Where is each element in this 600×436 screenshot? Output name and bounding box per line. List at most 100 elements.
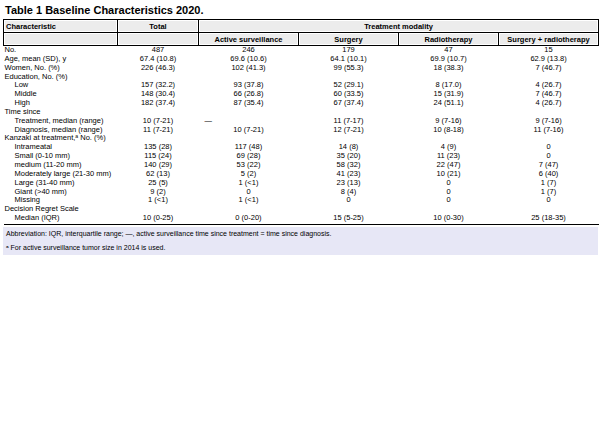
cell: 10 (0-25) (118, 214, 199, 224)
cell: 1 (<1) (199, 196, 299, 205)
table-row: Time since (4, 108, 599, 117)
cell (118, 73, 199, 82)
cell: 10 (8-18) (399, 126, 499, 135)
cell (399, 134, 499, 143)
cell: 6 (40) (499, 170, 599, 179)
cell: 117 (48) (199, 143, 299, 152)
cell: 1 (7) (499, 188, 599, 197)
cell: — (199, 117, 299, 126)
cell: 87 (35.4) (199, 99, 299, 108)
footnote-block: Abbreviation: IQR, interquartile range; … (3, 227, 598, 255)
cell: 9 (2) (118, 188, 199, 197)
cell (118, 108, 199, 117)
cell: 8 (17.0) (399, 81, 499, 90)
cell: 11 (7-21) (118, 126, 199, 135)
cell: 35 (20) (299, 152, 399, 161)
row-label: Decision Regret Scale (4, 205, 118, 214)
table-row: Diagnosis, median (range)11 (7-21)10 (7-… (4, 126, 599, 135)
cell: 0 (399, 179, 499, 188)
cell: 11 (7-16) (499, 126, 599, 135)
table-row: Middle148 (30.4)66 (26.8)60 (33.5)15 (31… (4, 90, 599, 99)
cell: 102 (41.3) (199, 64, 299, 73)
header-total: Total (118, 20, 199, 33)
row-label: Middle (4, 90, 118, 99)
header-modality-active-surveillance: Active surveillance (199, 33, 299, 46)
table-row: Decision Regret Scale (4, 205, 599, 214)
row-label: Missing (4, 196, 118, 205)
cell: 148 (30.4) (118, 90, 199, 99)
cell: 5 (2) (199, 170, 299, 179)
cell (399, 73, 499, 82)
cell: 135 (28) (118, 143, 199, 152)
cell (399, 108, 499, 117)
cell: 53 (22) (199, 161, 299, 170)
cell: 15 (499, 46, 599, 55)
cell: 69.9 (10.7) (399, 55, 499, 64)
table-row: medium (11-20 mm)140 (29)53 (22)58 (32)2… (4, 161, 599, 170)
cell: 9 (7-16) (399, 117, 499, 126)
cell: 93 (37.8) (199, 81, 299, 90)
table-row: Kanzaki at treatment,ᵃ No. (%) (4, 134, 599, 143)
cell (499, 205, 599, 214)
row-label: Moderately large (21-30 mm) (4, 170, 118, 179)
cell: 15 (31.9) (399, 90, 499, 99)
cell: 11 (7-17) (299, 117, 399, 126)
cell: 64.1 (10.1) (299, 55, 399, 64)
row-label: Large (31-40 mm) (4, 179, 118, 188)
row-label: Giant (>40 mm) (4, 188, 118, 197)
cell: 0 (499, 196, 599, 205)
cell: 10 (7-21) (199, 126, 299, 135)
cell: 7 (46.7) (499, 64, 599, 73)
header-characteristic: Characteristic (4, 20, 118, 33)
cell: 4 (26.7) (499, 81, 599, 90)
row-label: medium (11-20 mm) (4, 161, 118, 170)
table-row: Education, No. (%) (4, 73, 599, 82)
row-label: Small (0-10 mm) (4, 152, 118, 161)
table-row: Median (IQR)10 (0-25)0 (0-20)15 (5-25)10… (4, 214, 599, 224)
row-label: Age, mean (SD), y (4, 55, 118, 64)
header-treatment-modality: Treatment modality (199, 20, 599, 33)
cell: 18 (38.3) (399, 64, 499, 73)
baseline-characteristics-table: Characteristic Total Treatment modality … (3, 19, 599, 225)
header-spacer-total (118, 33, 199, 46)
row-label: Diagnosis, median (range) (4, 126, 118, 135)
cell: 60 (33.5) (299, 90, 399, 99)
cell: 157 (32.2) (118, 81, 199, 90)
cell: 10 (21) (399, 170, 499, 179)
cell: 0 (399, 188, 499, 197)
cell (299, 73, 399, 82)
table-row: Intrameatal135 (28)117 (48)14 (8)4 (9)0 (4, 143, 599, 152)
cell: 9 (7-16) (499, 117, 599, 126)
cell: 0 (199, 188, 299, 197)
cell (199, 108, 299, 117)
cell: 0 (499, 143, 599, 152)
cell (118, 205, 199, 214)
cell: 4 (26.7) (499, 99, 599, 108)
cell (199, 205, 299, 214)
cell: 52 (29.1) (299, 81, 399, 90)
abbreviation-note: Abbreviation: IQR, interquartile range; … (6, 230, 595, 238)
row-label: No. (4, 46, 118, 55)
row-label: Education, No. (%) (4, 73, 118, 82)
table-row: Age, mean (SD), y67.4 (10.8)69.6 (10.6)6… (4, 55, 599, 64)
table-row: Women, No. (%)226 (46.3)102 (41.3)99 (55… (4, 64, 599, 73)
cell: 7 (47) (499, 161, 599, 170)
cell: 47 (399, 46, 499, 55)
row-label: Treatment, median (range) (4, 117, 118, 126)
cell: 10 (0-30) (399, 214, 499, 224)
cell: 182 (37.4) (118, 99, 199, 108)
cell: 0 (499, 152, 599, 161)
cell: 67.4 (10.8) (118, 55, 199, 64)
cell: 4 (9) (399, 143, 499, 152)
cell: 62.9 (13.8) (499, 55, 599, 64)
page: Table 1 Baseline Characteristics 2020. C… (0, 0, 600, 255)
table-row: Treatment, median (range)10 (7-21)—11 (7… (4, 117, 599, 126)
cell: 22 (47) (399, 161, 499, 170)
cell: 8 (4) (299, 188, 399, 197)
table-title: Table 1 Baseline Characteristics 2020. (5, 4, 600, 16)
cell: 179 (299, 46, 399, 55)
cell: 99 (55.3) (299, 64, 399, 73)
header-row-modalities: Active surveillanceSurgeryRadiotherapySu… (4, 33, 599, 46)
table-row: Missing1 (<1)1 (<1)000 (4, 196, 599, 205)
cell (299, 108, 399, 117)
